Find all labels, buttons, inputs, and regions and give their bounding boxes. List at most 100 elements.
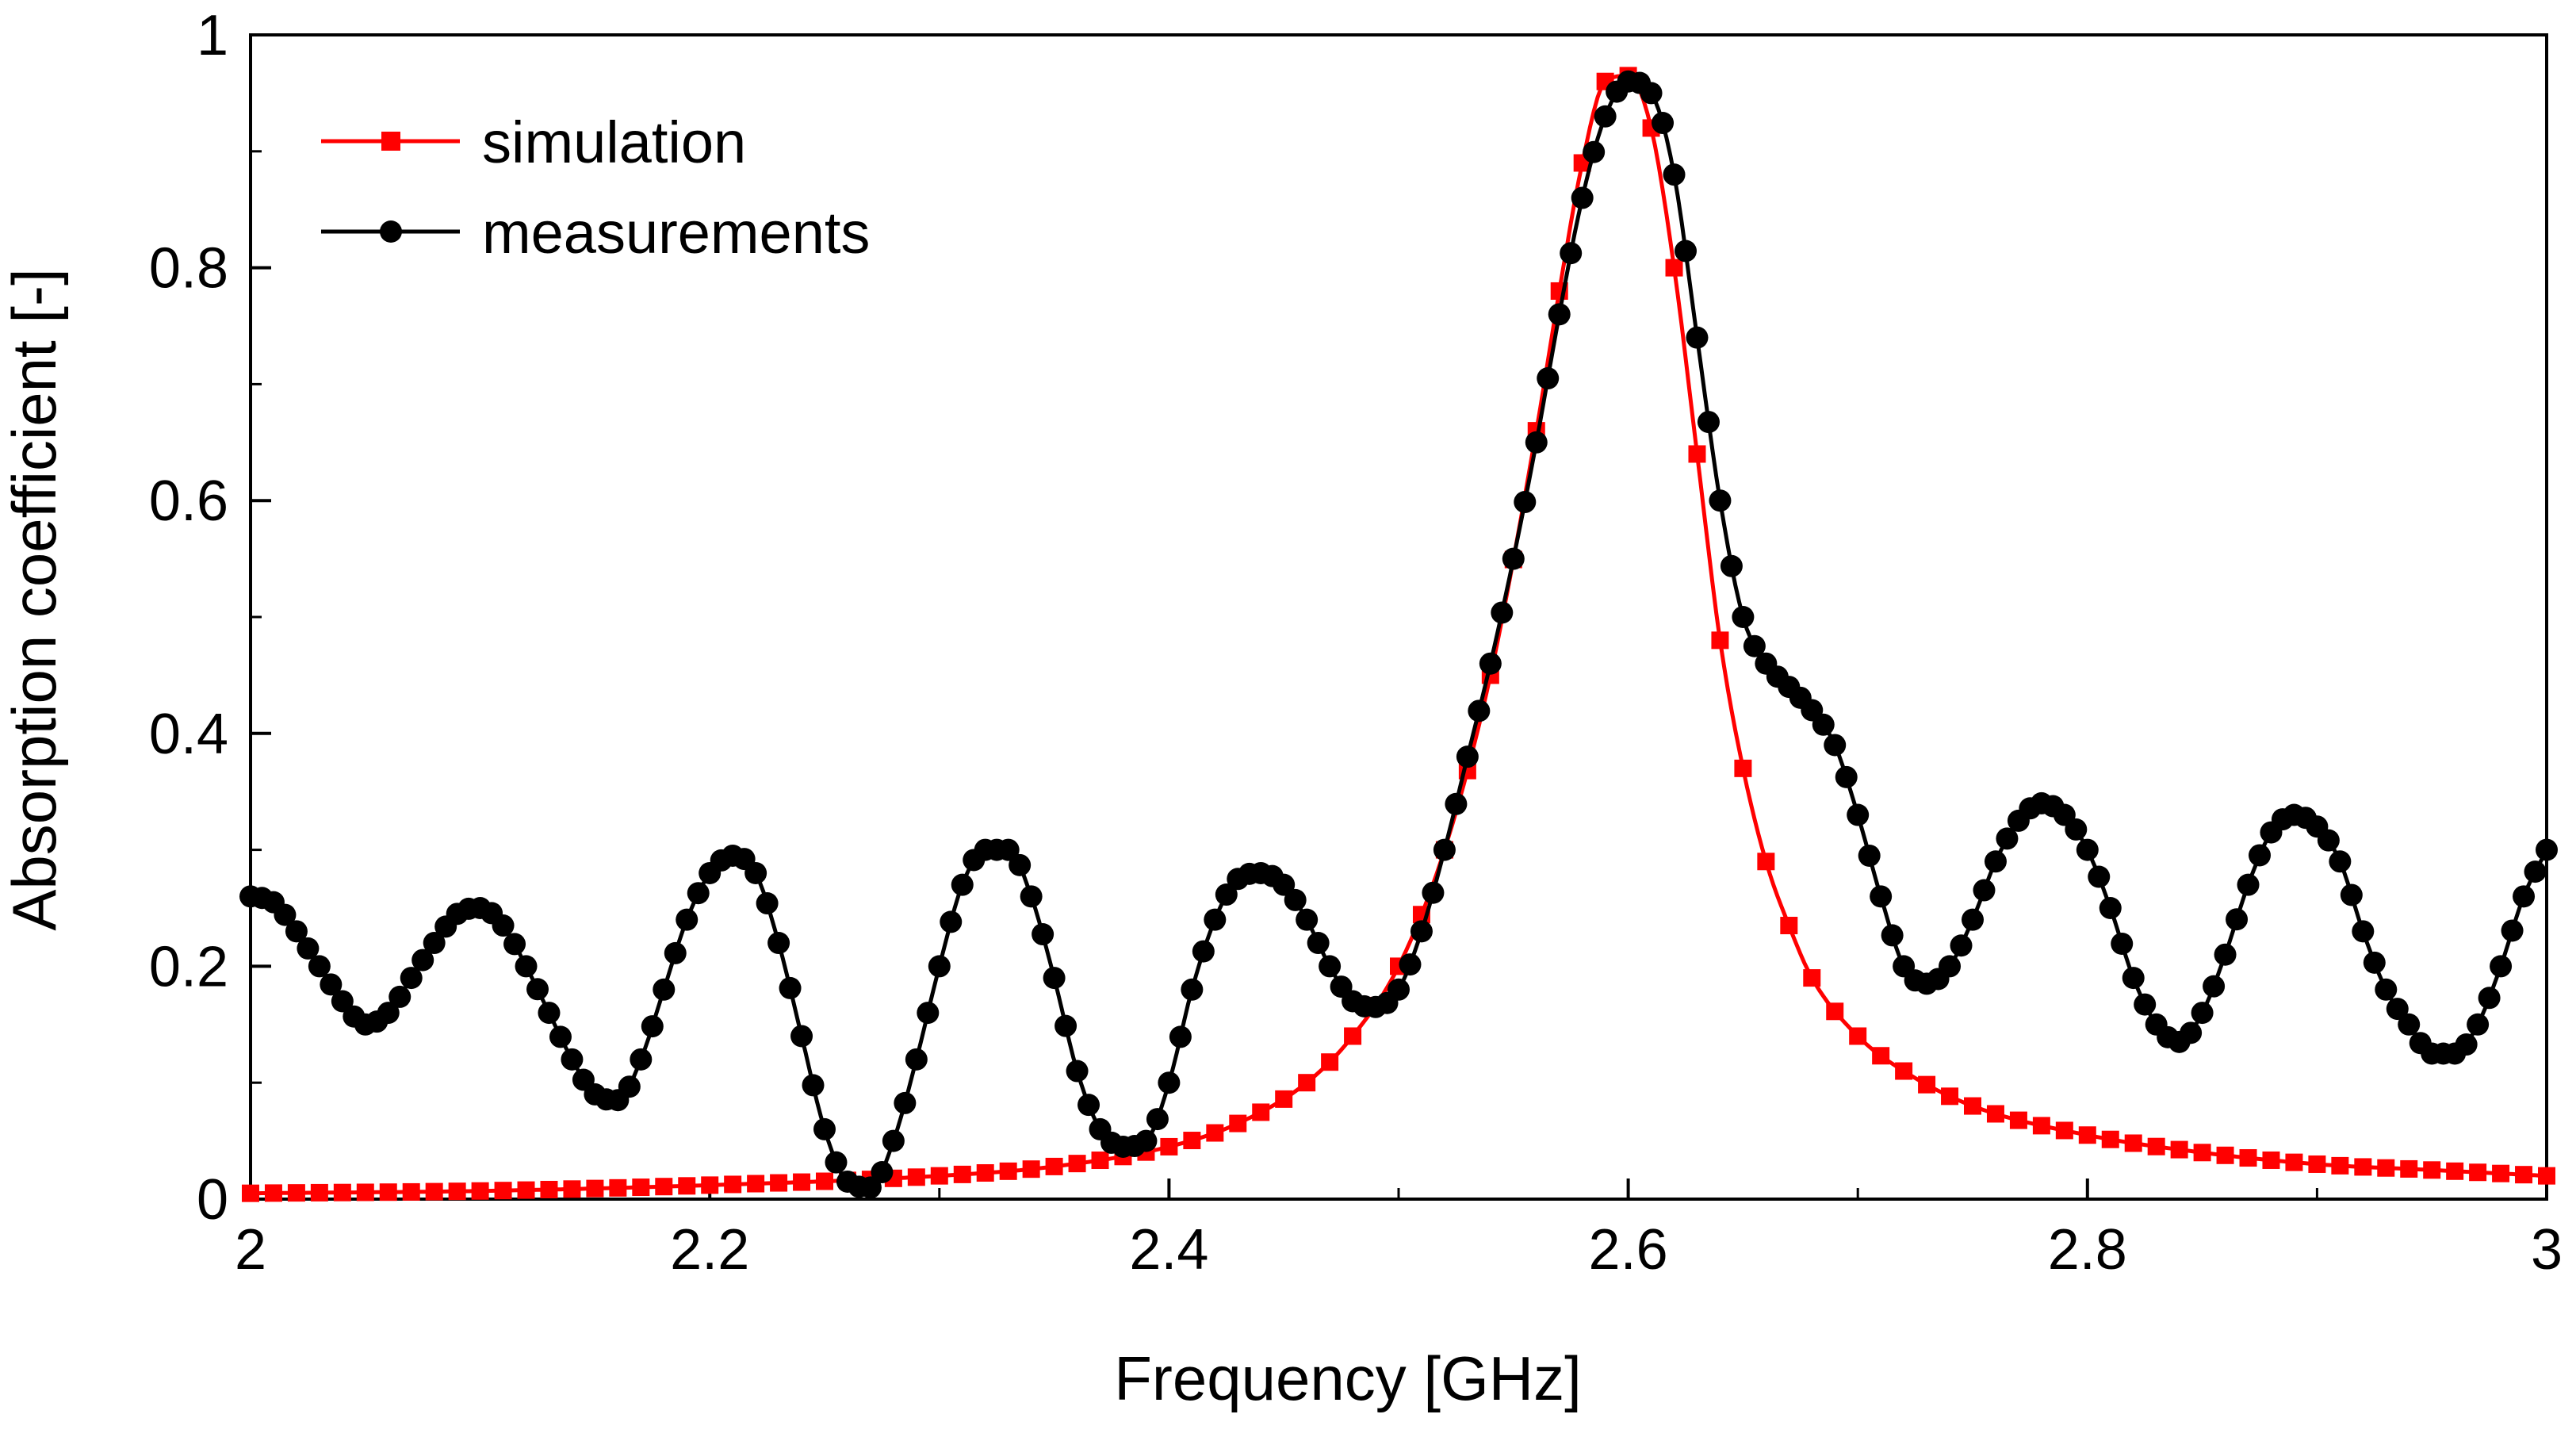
measurements-point [1169,1025,1192,1048]
measurements-point [2536,838,2558,861]
simulation-point [1298,1074,1316,1092]
measurements-point [641,1015,664,1038]
simulation-point [953,1165,971,1183]
simulation-point [379,1183,397,1201]
measurements-point [1273,873,1296,896]
measurements-point [687,882,710,905]
simulation-point [2239,1149,2257,1167]
measurements-point [1135,1129,1158,1152]
measurements-point [882,1129,905,1152]
x-tick-label: 2.2 [670,1218,749,1282]
x-tick-label: 3 [2531,1218,2563,1282]
measurements-point [871,1161,894,1184]
measurements-point [411,949,434,972]
simulation-point [1895,1062,1913,1080]
simulation-point [770,1174,788,1192]
measurements-point [2513,885,2536,908]
simulation-point [471,1182,489,1200]
simulation-point [1849,1027,1867,1045]
measurements-point [894,1091,917,1114]
measurements-point [1502,547,1525,570]
simulation-point [1986,1105,2004,1123]
simulation-point [494,1182,512,1200]
measurements-point [285,920,308,943]
measurements-point [940,910,963,933]
legend-label: simulation [482,109,746,175]
simulation-point [930,1167,948,1185]
simulation-point [816,1172,833,1190]
measurements-point [676,908,699,931]
measurements-point [1158,1071,1181,1094]
legend-entry-simulation: simulation [321,109,746,175]
measurements-point [308,955,331,978]
measurements-point [1422,881,1445,904]
simulation-point [2285,1153,2303,1171]
measurements-point [2363,951,2386,974]
measurements-point [813,1117,836,1140]
simulation-point [1711,631,1729,650]
simulation-point [2377,1159,2395,1177]
measurements-point [744,861,767,884]
simulation-point [402,1182,420,1201]
measurements-point [1675,240,1697,263]
measurements-point [1812,713,1835,736]
measurements-point [2375,978,2398,1001]
measurements-point [756,892,779,915]
simulation-point [2423,1161,2441,1179]
simulation-point [2515,1166,2533,1184]
measurements-point [2122,967,2145,990]
simulation-point [1045,1157,1063,1175]
simulation-point [1918,1075,1936,1094]
simulation-point [1229,1114,1247,1132]
measurements-point [2088,865,2111,888]
y-tick-label: 0.4 [149,703,228,766]
simulation-point [1091,1152,1109,1170]
measurements-point [1192,940,1215,963]
measurements-point [2352,920,2375,943]
legend-label: measurements [482,200,870,266]
simulation-point [1183,1132,1201,1150]
measurements-point [1824,734,1847,757]
simulation-point [2101,1130,2119,1148]
measurements-point [1640,82,1663,105]
axes-group: 2 2.2 2.4 2.6 2.8 3 0 0.2 0.4 0.6 0.8 1 [149,4,2563,1282]
measurements-point [1709,489,1732,512]
measurements-point [1996,827,2019,850]
measurements-point [630,1048,653,1071]
simulation-point [2216,1146,2234,1164]
measurements-point [664,941,687,964]
measurements-point [274,903,297,926]
simulation-point [1665,259,1683,277]
measurements-point [767,932,790,955]
simulation-point [2147,1137,2165,1155]
measurements-point [1456,745,1479,768]
measurements-point [1732,606,1755,628]
measurements-point [1055,1014,1077,1037]
x-tick-label: 2.8 [2048,1218,2127,1282]
measurements-point [1583,140,1606,163]
measurements-point [779,976,802,999]
simulation-point [2308,1155,2326,1173]
simulation-point [2193,1144,2211,1162]
measurements-point [492,914,515,937]
measurements-point [2490,955,2513,978]
measurements-point [1950,934,1973,957]
measurements-point [2455,1033,2478,1056]
measurements-point [1594,105,1617,128]
measurements-point [2099,897,2122,919]
measurements-point [1939,955,1962,978]
simulation-point [747,1175,765,1193]
y-tick-label: 0 [197,1168,228,1232]
simulation-point [2262,1151,2280,1169]
measurements-point [1445,792,1468,815]
measurements-point [1204,908,1227,931]
simulation-point [287,1184,305,1202]
measurements-point [1468,699,1491,722]
y-tick-label: 0.6 [149,469,228,533]
measurements-point [1525,431,1548,454]
measurements-point [2467,1013,2490,1036]
simulation-point [2124,1134,2142,1152]
measurements-point [2191,1002,2214,1025]
measurements-point [423,932,446,955]
